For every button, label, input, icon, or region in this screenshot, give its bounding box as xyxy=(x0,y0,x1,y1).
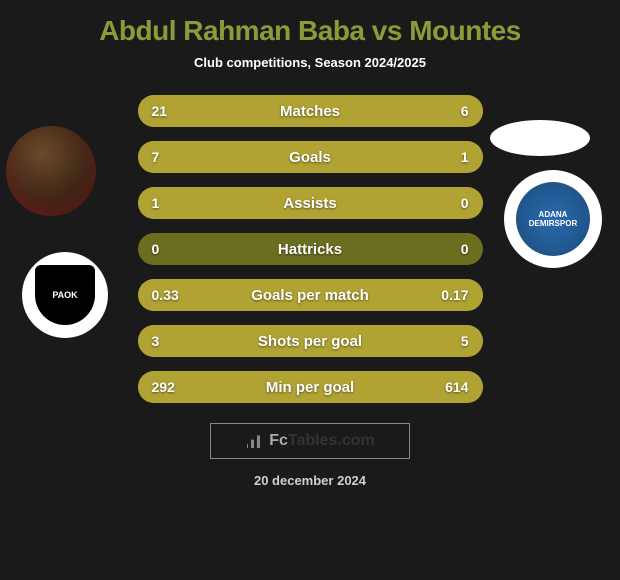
team2-crest-icon: ADANA DEMIRSPOR xyxy=(516,182,590,256)
stat-row: 3 5 Shots per goal xyxy=(138,325,483,357)
stat-value-right: 0.17 xyxy=(441,287,468,303)
stat-value-left: 7 xyxy=(152,149,160,165)
stat-row: 7 1 Goals xyxy=(138,141,483,173)
brand-prefix: Fc xyxy=(269,432,288,449)
stat-value-right: 1 xyxy=(461,149,469,165)
stat-value-left: 0 xyxy=(152,241,160,257)
stat-value-left: 0.33 xyxy=(152,287,179,303)
team1-badge: PAOK xyxy=(22,252,108,338)
stat-bar-right xyxy=(407,95,483,127)
stat-value-left: 292 xyxy=(152,379,175,395)
stat-bar-left xyxy=(138,95,407,127)
stat-row: 21 6 Matches xyxy=(138,95,483,127)
stat-value-right: 614 xyxy=(445,379,468,395)
player1-photo xyxy=(6,126,96,216)
stat-row: 0.33 0.17 Goals per match xyxy=(138,279,483,311)
chart-icon xyxy=(245,434,263,448)
stat-row: 1 0 Assists xyxy=(138,187,483,219)
stat-value-left: 1 xyxy=(152,195,160,211)
stat-value-right: 0 xyxy=(461,241,469,257)
stat-label: Min per goal xyxy=(266,379,354,396)
stat-label: Matches xyxy=(280,103,340,120)
team2-badge: ADANA DEMIRSPOR xyxy=(504,170,602,268)
stat-value-right: 6 xyxy=(461,103,469,119)
footer-date: 20 december 2024 xyxy=(0,473,620,488)
stat-label: Shots per goal xyxy=(258,333,362,350)
subtitle: Club competitions, Season 2024/2025 xyxy=(0,55,620,70)
brand-suffix: Tables.com xyxy=(288,432,375,449)
stat-value-right: 5 xyxy=(461,333,469,349)
player2-oval xyxy=(490,120,590,156)
stat-label: Goals per match xyxy=(251,287,369,304)
infographic-container: Abdul Rahman Baba vs Mountes Club compet… xyxy=(0,0,620,580)
footer-brand: FcTables.com xyxy=(210,423,410,459)
stat-row: 0 0 Hattricks xyxy=(138,233,483,265)
stat-label: Assists xyxy=(283,195,336,212)
stat-row: 292 614 Min per goal xyxy=(138,371,483,403)
stat-value-right: 0 xyxy=(461,195,469,211)
stat-label: Hattricks xyxy=(278,241,342,258)
stats-panel: 21 6 Matches 7 1 Goals 1 0 Assists 0 0 Hattricks 0.3… xyxy=(138,95,483,403)
page-title: Abdul Rahman Baba vs Mountes xyxy=(0,15,620,47)
stat-label: Goals xyxy=(289,149,331,166)
team1-crest-icon: PAOK xyxy=(35,265,95,325)
stat-value-left: 21 xyxy=(152,103,168,119)
stat-value-left: 3 xyxy=(152,333,160,349)
